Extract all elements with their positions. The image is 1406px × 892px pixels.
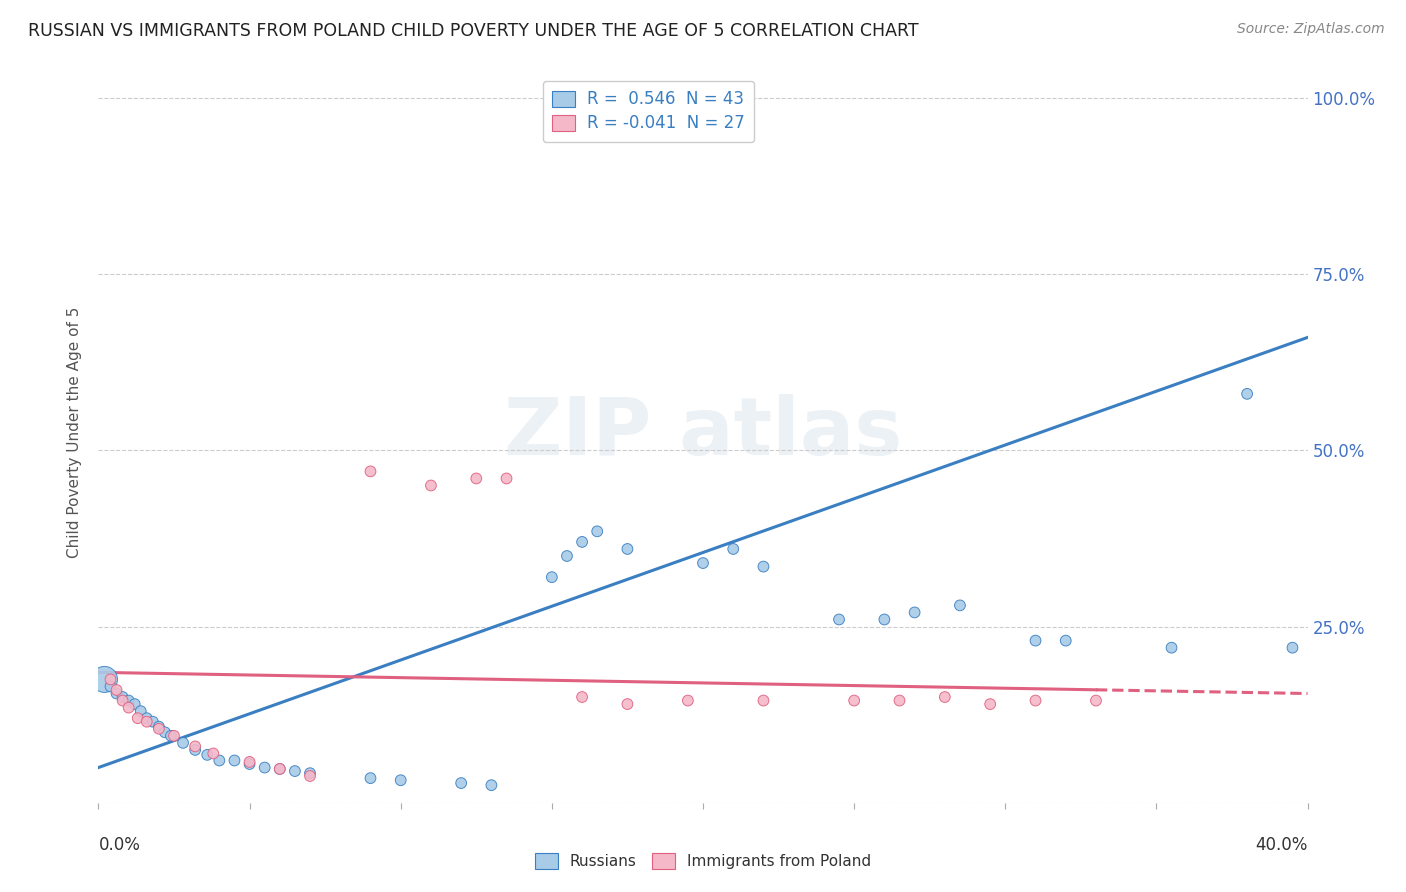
- Point: [284, 764, 307, 778]
- Point: [934, 690, 956, 704]
- Point: [269, 762, 291, 776]
- Point: [127, 711, 149, 725]
- Point: [163, 729, 186, 743]
- Point: [118, 693, 141, 707]
- Point: [153, 725, 176, 739]
- Point: [540, 570, 562, 584]
- Text: 40.0%: 40.0%: [1256, 836, 1308, 855]
- Point: [828, 612, 851, 626]
- Point: [1236, 387, 1258, 401]
- Legend: Russians, Immigrants from Poland: Russians, Immigrants from Poland: [529, 847, 877, 875]
- Point: [135, 714, 157, 729]
- Point: [111, 693, 134, 707]
- Point: [889, 693, 911, 707]
- Point: [949, 599, 972, 613]
- Point: [616, 541, 638, 556]
- Point: [148, 720, 170, 734]
- Point: [239, 757, 262, 772]
- Point: [142, 714, 165, 729]
- Point: [420, 478, 443, 492]
- Point: [844, 693, 866, 707]
- Text: Source: ZipAtlas.com: Source: ZipAtlas.com: [1237, 22, 1385, 37]
- Point: [100, 680, 122, 694]
- Point: [184, 739, 207, 754]
- Point: [135, 711, 157, 725]
- Point: [208, 754, 231, 768]
- Point: [692, 556, 714, 570]
- Point: [1054, 633, 1077, 648]
- Legend: R =  0.546  N = 43, R = -0.041  N = 27: R = 0.546 N = 43, R = -0.041 N = 27: [543, 81, 754, 142]
- Point: [239, 755, 262, 769]
- Point: [195, 747, 218, 762]
- Point: [481, 778, 503, 792]
- Point: [224, 754, 246, 768]
- Point: [253, 760, 276, 774]
- Point: [1024, 633, 1046, 648]
- Point: [616, 697, 638, 711]
- Point: [360, 464, 382, 478]
- Point: [299, 769, 322, 783]
- Point: [100, 673, 122, 687]
- Point: [172, 736, 194, 750]
- Text: RUSSIAN VS IMMIGRANTS FROM POLAND CHILD POVERTY UNDER THE AGE OF 5 CORRELATION C: RUSSIAN VS IMMIGRANTS FROM POLAND CHILD …: [28, 22, 918, 40]
- Point: [904, 606, 927, 620]
- Point: [571, 690, 593, 704]
- Point: [105, 686, 128, 700]
- Point: [465, 471, 488, 485]
- Point: [752, 559, 775, 574]
- Point: [148, 722, 170, 736]
- Point: [1281, 640, 1303, 655]
- Point: [269, 762, 291, 776]
- Point: [360, 771, 382, 785]
- Text: 0.0%: 0.0%: [98, 836, 141, 855]
- Point: [873, 612, 896, 626]
- Point: [723, 541, 745, 556]
- Point: [299, 766, 322, 780]
- Text: ZIP atlas: ZIP atlas: [503, 393, 903, 472]
- Point: [202, 747, 225, 761]
- Point: [1160, 640, 1182, 655]
- Point: [389, 773, 412, 788]
- Point: [571, 535, 593, 549]
- Point: [118, 700, 141, 714]
- Point: [111, 690, 134, 704]
- Point: [124, 697, 146, 711]
- Point: [105, 683, 128, 698]
- Point: [184, 743, 207, 757]
- Point: [129, 704, 152, 718]
- Point: [752, 693, 775, 707]
- Point: [495, 471, 517, 485]
- Point: [676, 693, 699, 707]
- Point: [93, 673, 115, 687]
- Y-axis label: Child Poverty Under the Age of 5: Child Poverty Under the Age of 5: [67, 307, 83, 558]
- Point: [555, 549, 578, 563]
- Point: [450, 776, 472, 790]
- Point: [586, 524, 609, 539]
- Point: [979, 697, 1001, 711]
- Point: [160, 729, 183, 743]
- Point: [1085, 693, 1108, 707]
- Point: [1024, 693, 1046, 707]
